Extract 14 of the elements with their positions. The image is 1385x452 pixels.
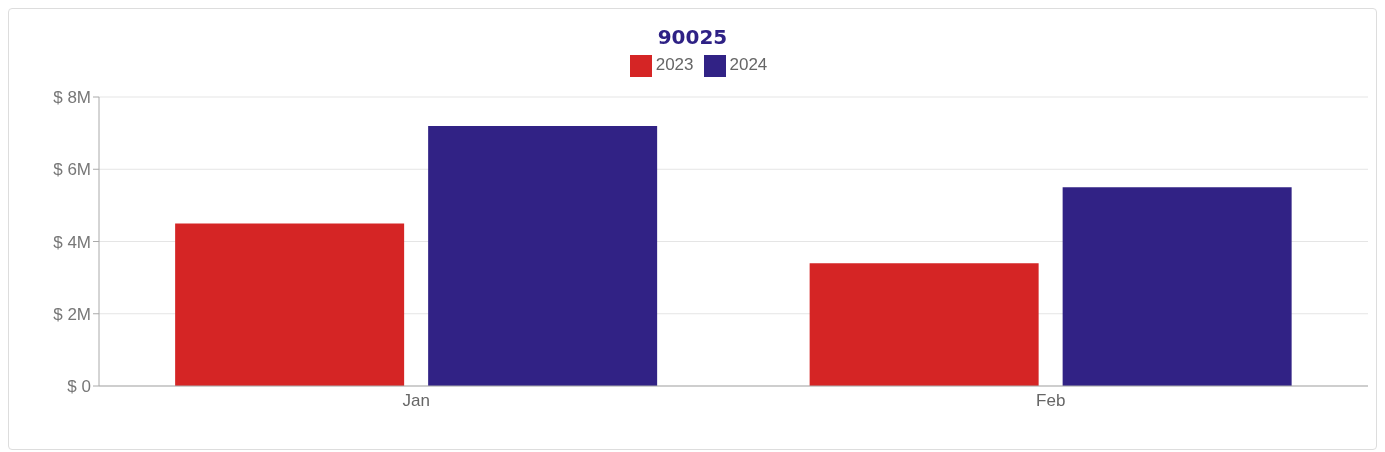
y-tick-label: $ 2M [53,304,91,324]
bar [428,125,658,386]
y-tick-label: $ 6M [53,160,91,180]
bar [175,223,405,386]
bar [1062,187,1292,386]
legend-label: 2024 [729,55,768,75]
legend-label: 2023 [655,55,694,75]
x-tick-label: Feb [1036,391,1066,411]
bar [809,263,1039,386]
y-tick-label: $ 8M [53,88,91,108]
chart-title: 90025 [656,24,729,51]
y-tick-label: $ 4M [53,232,91,252]
y-tick-label: $ 0 [67,377,91,397]
x-tick-label: Jan [402,391,430,411]
